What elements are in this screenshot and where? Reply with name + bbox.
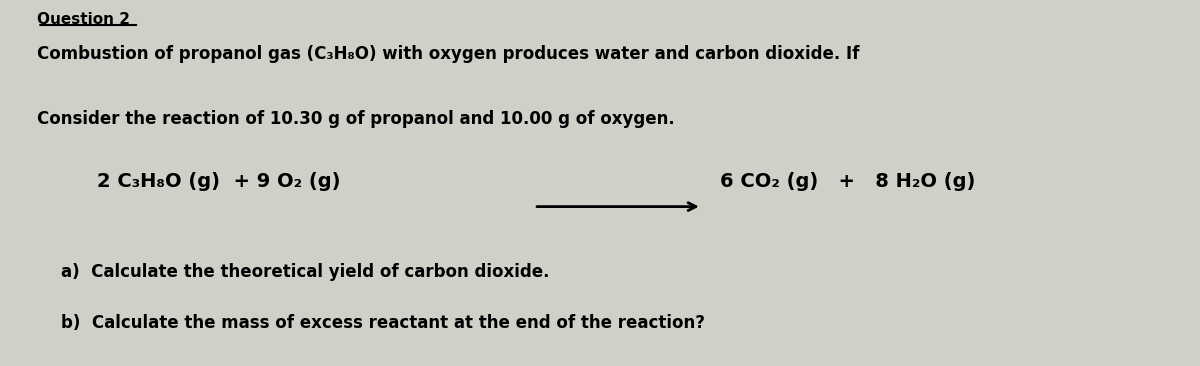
Text: 6 CO₂ (g)   +   8 H₂O (g): 6 CO₂ (g) + 8 H₂O (g) [720,172,976,191]
Text: 2 C₃H₈O (g)  + 9 O₂ (g): 2 C₃H₈O (g) + 9 O₂ (g) [97,172,341,191]
Text: Combustion of propanol gas (C₃H₈O) with oxygen produces water and carbon dioxide: Combustion of propanol gas (C₃H₈O) with … [37,45,859,63]
Text: Consider the reaction of 10.30 g of propanol and 10.00 g of oxygen.: Consider the reaction of 10.30 g of prop… [37,111,676,128]
Text: a)  Calculate the theoretical yield of carbon dioxide.: a) Calculate the theoretical yield of ca… [61,263,550,281]
Text: Question 2: Question 2 [37,12,131,27]
Text: b)  Calculate the mass of excess reactant at the end of the reaction?: b) Calculate the mass of excess reactant… [61,314,706,332]
